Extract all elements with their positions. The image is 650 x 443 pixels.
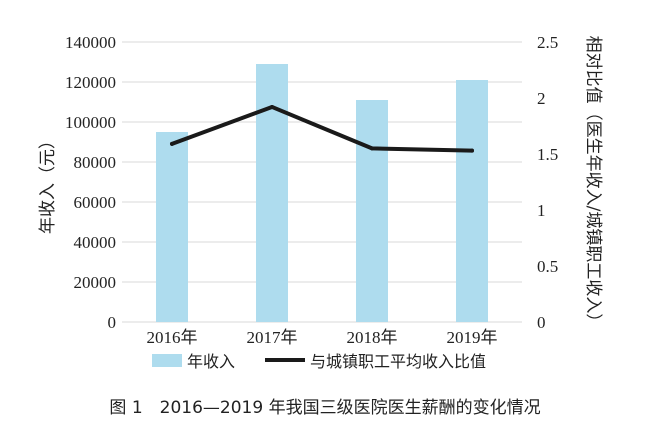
y-tick-label: 100000 xyxy=(65,113,116,132)
bar-2019年 xyxy=(456,80,488,322)
y-axis-title: 年收入（元） xyxy=(38,132,58,234)
y2-axis-title: 相对比值（医生年收入/城镇职工收入） xyxy=(583,36,603,331)
ratio-point xyxy=(370,146,374,151)
grid-layer xyxy=(122,41,522,323)
y2-tick-label: 1 xyxy=(537,201,546,220)
legend-label-line: 与城镇职工平均收入比值 xyxy=(310,352,486,371)
ratio-point xyxy=(470,148,474,153)
legend-swatch-bar xyxy=(152,354,182,367)
y2-tick-label: 2 xyxy=(537,89,546,108)
legend: 年收入 与城镇职工平均收入比值 xyxy=(152,352,486,371)
x-tick-label: 2016年 xyxy=(147,328,198,347)
ratio-point xyxy=(170,141,174,146)
y-tick-label: 60000 xyxy=(74,193,117,212)
x-axis-ticks: 2016年 2017年 2018年 2019年 xyxy=(147,328,498,347)
bar-2017年 xyxy=(256,64,288,322)
y2-tick-label: 0.5 xyxy=(537,257,558,276)
figure-caption: 图 1 2016—2019 年我国三级医院医生薪酬的变化情况 xyxy=(109,398,540,418)
bar-2018年 xyxy=(356,100,388,322)
y-tick-label: 40000 xyxy=(74,233,117,252)
y2-axis-ticks: 0 0.5 1 1.5 2 2.5 xyxy=(537,33,558,332)
y-tick-label: 80000 xyxy=(74,153,117,172)
line-layer xyxy=(170,104,474,153)
y-axis-ticks: 0 20000 40000 60000 80000 100000 120000 140000 xyxy=(65,33,116,332)
y2-tick-label: 0 xyxy=(537,313,546,332)
y2-tick-label: 2.5 xyxy=(537,33,558,52)
ratio-point xyxy=(270,104,274,109)
legend-label-bar: 年收入 xyxy=(187,352,235,371)
y-tick-label: 20000 xyxy=(74,273,117,292)
x-tick-label: 2017年 xyxy=(247,328,298,347)
ratio-line xyxy=(170,104,474,153)
x-tick-label: 2018年 xyxy=(347,328,398,347)
bar-layer xyxy=(156,64,488,322)
y-tick-label: 0 xyxy=(108,313,117,332)
x-tick-label: 2019年 xyxy=(447,328,498,347)
y-tick-label: 140000 xyxy=(65,33,116,52)
y-tick-label: 120000 xyxy=(65,73,116,92)
y2-tick-label: 1.5 xyxy=(537,145,558,164)
bar-2016年 xyxy=(156,132,188,322)
